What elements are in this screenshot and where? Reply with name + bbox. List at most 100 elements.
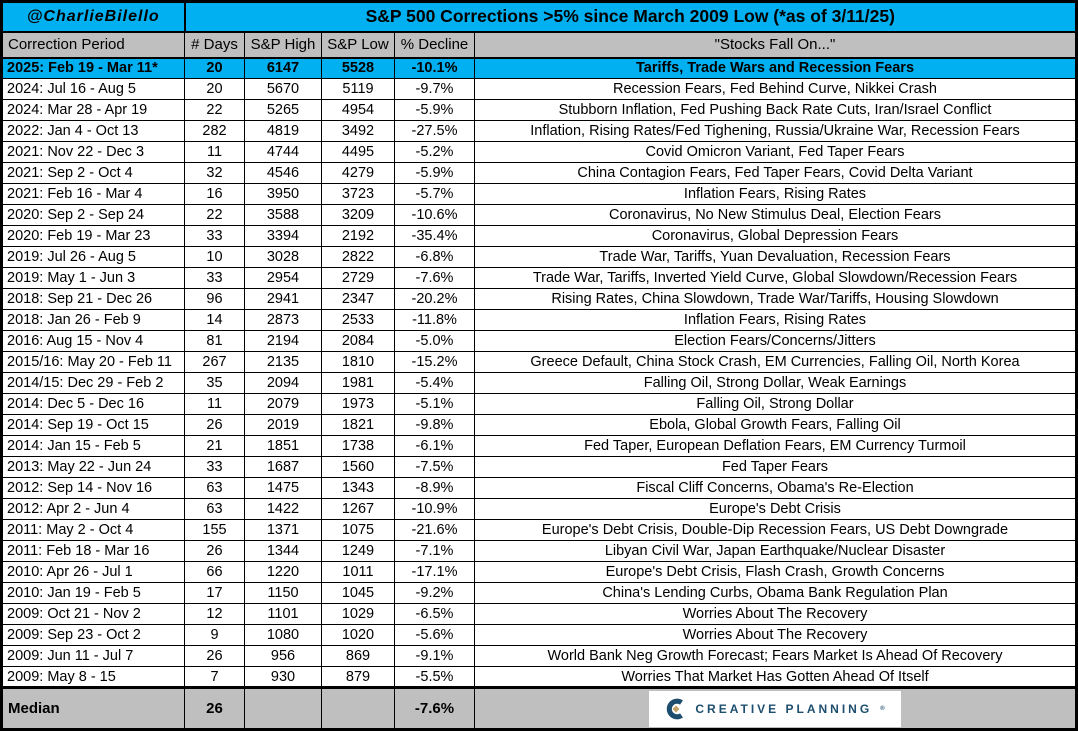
low-cell: 3492 — [321, 120, 395, 142]
table-row: 2014: Jan 15 - Feb 5 21 1851 1738 -6.1% Fed T… — [1, 435, 1077, 457]
period-cell: 2021: Nov 22 - Dec 3 — [1, 141, 185, 163]
days-cell: 22 — [184, 99, 245, 121]
reason-cell: Tariffs, Trade Wars and Recession Fears — [474, 57, 1077, 79]
reason-cell: Worries About The Recovery — [474, 603, 1077, 625]
period-cell: 2022: Jan 4 - Oct 13 — [1, 120, 185, 142]
table-row: 2009: May 8 - 15 7 930 879 -5.5% Worries That… — [1, 666, 1077, 688]
low-cell: 1249 — [321, 540, 395, 562]
table-row: 2021: Nov 22 - Dec 3 11 4744 4495 -5.2% Covid… — [1, 141, 1077, 163]
low-cell: 879 — [321, 666, 395, 688]
low-cell: 1075 — [321, 519, 395, 541]
table-row: 2009: Sep 23 - Oct 2 9 1080 1020 -5.6% Worrie… — [1, 624, 1077, 646]
period-cell: 2010: Jan 19 - Feb 5 — [1, 582, 185, 604]
period-cell: 2014: Jan 15 - Feb 5 — [1, 435, 185, 457]
reason-cell: Trade War, Tariffs, Yuan Devaluation, Re… — [474, 246, 1077, 268]
reason-cell: Election Fears/Concerns/Jitters — [474, 330, 1077, 352]
days-cell: 155 — [184, 519, 245, 541]
days-cell: 11 — [184, 141, 245, 163]
median-days-cell: 26 — [184, 686, 245, 730]
table-row: 2020: Feb 19 - Mar 23 33 3394 2192 -35.4% Cor… — [1, 225, 1077, 247]
decline-cell: -7.6% — [394, 267, 475, 289]
decline-cell: -9.2% — [394, 582, 475, 604]
period-cell: 2012: Apr 2 - Jun 4 — [1, 498, 185, 520]
days-cell: 20 — [184, 57, 245, 79]
decline-cell: -5.5% — [394, 666, 475, 688]
column-header-row: Correction Period # Days S&P High S&P Low% … — [1, 31, 1077, 59]
days-cell: 17 — [184, 582, 245, 604]
high-cell: 1475 — [244, 477, 322, 499]
table-row: 2021: Sep 2 - Oct 4 32 4546 4279 -5.9% China … — [1, 162, 1077, 184]
reason-cell: Fed Taper, European Deflation Fears, EM … — [474, 435, 1077, 457]
column-header-reason-cell: "Stocks Fall On..." — [474, 31, 1077, 59]
high-cell: 2079 — [244, 393, 322, 415]
column-header-high-cell: S&P High — [244, 31, 322, 59]
table-row: 2024: Mar 28 - Apr 19 22 5265 4954 -5.9% Stub… — [1, 99, 1077, 121]
period-cell: 2024: Jul 16 - Aug 5 — [1, 78, 185, 100]
low-cell: 1020 — [321, 624, 395, 646]
decline-cell: -9.7% — [394, 78, 475, 100]
table-row: 2011: May 2 - Oct 4 155 1371 1075 -21.6% Euro… — [1, 519, 1077, 541]
creative-planning-logo: CREATIVE PLANNING ® — [649, 690, 901, 727]
decline-cell: -21.6% — [394, 519, 475, 541]
high-cell: 2019 — [244, 414, 322, 436]
days-cell: 14 — [184, 309, 245, 331]
column-header-period-cell: Correction Period — [1, 31, 185, 59]
median-logo-cell: CREATIVE PLANNING ® — [474, 686, 1077, 730]
table-body: 2025: Feb 19 - Mar 11* 20 6147 5528 -10.1% Ta… — [1, 57, 1077, 688]
table-row: 2025: Feb 19 - Mar 11* 20 6147 5528 -10.1% Ta… — [1, 57, 1077, 79]
reason-cell: Stubborn Inflation, Fed Pushing Back Rat… — [474, 99, 1077, 121]
reason-cell: Trade War, Tariffs, Inverted Yield Curve… — [474, 267, 1077, 289]
high-cell: 2954 — [244, 267, 322, 289]
table-row: 2012: Sep 14 - Nov 16 63 1475 1343 -8.9% Fisc… — [1, 477, 1077, 499]
high-cell: 6147 — [244, 57, 322, 79]
attribution: @CharlieBilello — [1, 1, 186, 33]
period-cell: 2021: Sep 2 - Oct 4 — [1, 162, 185, 184]
table-row: 2014: Sep 19 - Oct 15 26 2019 1821 -9.8% Ebol… — [1, 414, 1077, 436]
days-cell: 33 — [184, 456, 245, 478]
median-high-cell — [244, 686, 322, 730]
low-cell: 3209 — [321, 204, 395, 226]
reason-cell: Inflation, Rising Rates/Fed Tighening, R… — [474, 120, 1077, 142]
reason-cell: Europe's Debt Crisis — [474, 498, 1077, 520]
low-cell: 5119 — [321, 78, 395, 100]
decline-cell: -6.8% — [394, 246, 475, 268]
high-cell: 4546 — [244, 162, 322, 184]
decline-cell: -9.1% — [394, 645, 475, 667]
reason-cell: Fiscal Cliff Concerns, Obama's Re-Electi… — [474, 477, 1077, 499]
period-cell: 2018: Sep 21 - Dec 26 — [1, 288, 185, 310]
table-row: 2016: Aug 15 - Nov 4 81 2194 2084 -5.0% Elect… — [1, 330, 1077, 352]
low-cell: 869 — [321, 645, 395, 667]
table-row: 2021: Feb 16 - Mar 4 16 3950 3723 -5.7% Infla… — [1, 183, 1077, 205]
period-cell: 2014/15: Dec 29 - Feb 2 — [1, 372, 185, 394]
period-cell: 2020: Feb 19 - Mar 23 — [1, 225, 185, 247]
creative-planning-wordmark: CREATIVE PLANNING — [695, 701, 873, 716]
decline-cell: -7.1% — [394, 540, 475, 562]
page-title: S&P 500 Corrections >5% since March 2009… — [184, 1, 1077, 33]
decline-cell: -10.6% — [394, 204, 475, 226]
median-label-cell: Median — [1, 686, 185, 730]
table-row: 2009: Oct 21 - Nov 2 12 1101 1029 -6.5% Worri… — [1, 603, 1077, 625]
high-cell: 1080 — [244, 624, 322, 646]
period-cell: 2021: Feb 16 - Mar 4 — [1, 183, 185, 205]
days-cell: 66 — [184, 561, 245, 583]
reason-cell: China Contagion Fears, Fed Taper Fears, … — [474, 162, 1077, 184]
period-cell: 2011: Feb 18 - Mar 16 — [1, 540, 185, 562]
high-cell: 3588 — [244, 204, 322, 226]
period-cell: 2009: Sep 23 - Oct 2 — [1, 624, 185, 646]
table-row: 2015/16: May 20 - Feb 11 267 2135 1810 -15.2… — [1, 351, 1077, 373]
high-cell: 5670 — [244, 78, 322, 100]
decline-cell: -5.2% — [394, 141, 475, 163]
decline-cell: -10.9% — [394, 498, 475, 520]
low-cell: 2192 — [321, 225, 395, 247]
low-cell: 1981 — [321, 372, 395, 394]
decline-cell: -20.2% — [394, 288, 475, 310]
decline-cell: -5.7% — [394, 183, 475, 205]
decline-cell: -5.1% — [394, 393, 475, 415]
decline-cell: -5.6% — [394, 624, 475, 646]
reason-cell: World Bank Neg Growth Forecast; Fears Ma… — [474, 645, 1077, 667]
period-cell: 2013: May 22 - Jun 24 — [1, 456, 185, 478]
high-cell: 1851 — [244, 435, 322, 457]
low-cell: 1973 — [321, 393, 395, 415]
low-cell: 2347 — [321, 288, 395, 310]
